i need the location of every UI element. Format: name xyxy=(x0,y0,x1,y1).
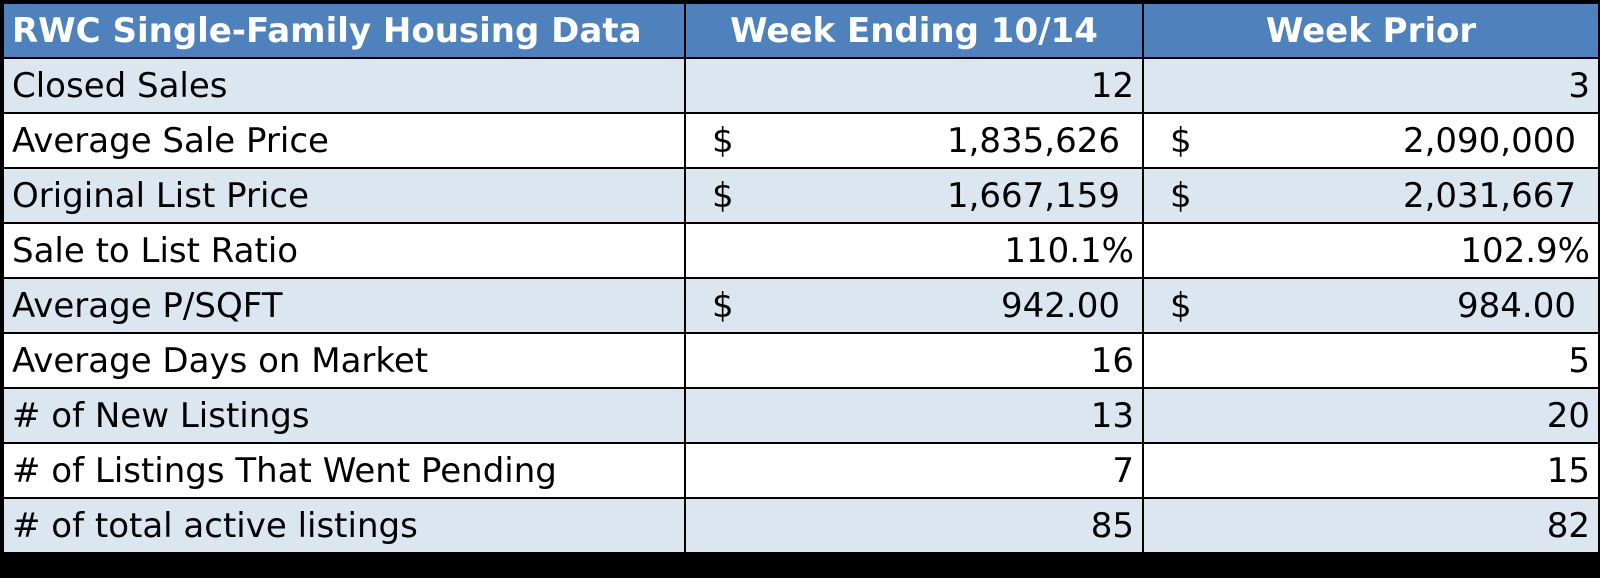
currency-value: $942.00 xyxy=(687,285,1141,326)
cell-week-prior: $2,031,667 xyxy=(1142,167,1600,224)
table-row: # of Listings That Went Pending 7 15 xyxy=(2,442,1600,499)
cell-week-ending: 7 xyxy=(684,442,1144,499)
row-label: # of Listings That Went Pending xyxy=(2,442,686,499)
table-row: Closed Sales 12 3 xyxy=(2,57,1600,114)
cell-week-prior: 102.9% xyxy=(1142,222,1600,279)
table-row: Average Days on Market 16 5 xyxy=(2,332,1600,389)
table-row: Average Sale Price $1,835,626 $2,090,000 xyxy=(2,112,1600,169)
cell-value: 2,031,667 xyxy=(1402,175,1576,216)
cell-week-prior: $2,090,000 xyxy=(1142,112,1600,169)
cell-week-ending: $1,667,159 xyxy=(684,167,1144,224)
row-label: Sale to List Ratio xyxy=(2,222,686,279)
currency-value: $984.00 xyxy=(1145,285,1597,326)
cell-week-ending: $1,835,626 xyxy=(684,112,1144,169)
currency-symbol: $ xyxy=(712,120,734,161)
cell-week-ending: 16 xyxy=(684,332,1144,389)
table-body: Closed Sales 12 3 Average Sale Price $1,835,… xyxy=(2,57,1600,554)
currency-symbol: $ xyxy=(1170,175,1192,216)
table-row: # of New Listings 13 20 xyxy=(2,387,1600,444)
row-label: # of total active listings xyxy=(2,497,686,554)
table-row: # of total active listings 85 82 xyxy=(2,497,1600,554)
row-label: Original List Price xyxy=(2,167,686,224)
cell-week-ending: 110.1% xyxy=(684,222,1144,279)
cell-value: 1,667,159 xyxy=(946,175,1120,216)
cell-week-prior: 20 xyxy=(1142,387,1600,444)
currency-symbol: $ xyxy=(712,285,734,326)
cell-week-prior: 5 xyxy=(1142,332,1600,389)
currency-value: $1,835,626 xyxy=(687,120,1141,161)
cell-week-ending: $942.00 xyxy=(684,277,1144,334)
cell-week-prior: $984.00 xyxy=(1142,277,1600,334)
row-label: Average Days on Market xyxy=(2,332,686,389)
row-label: Closed Sales xyxy=(2,57,686,114)
table-row: Original List Price $1,667,159 $2,031,667 xyxy=(2,167,1600,224)
cell-week-ending: 13 xyxy=(684,387,1144,444)
header-title: RWC Single-Family Housing Data xyxy=(2,2,686,59)
header-week-ending: Week Ending 10/14 xyxy=(684,2,1144,59)
currency-symbol: $ xyxy=(1170,120,1192,161)
cell-value: 942.00 xyxy=(1001,285,1120,326)
currency-value: $2,090,000 xyxy=(1145,120,1597,161)
currency-value: $2,031,667 xyxy=(1145,175,1597,216)
header-week-prior: Week Prior xyxy=(1142,2,1600,59)
header-row: RWC Single-Family Housing Data Week Endi… xyxy=(2,2,1600,59)
cell-week-ending: 85 xyxy=(684,497,1144,554)
row-label: # of New Listings xyxy=(2,387,686,444)
currency-value: $1,667,159 xyxy=(687,175,1141,216)
table-row: Sale to List Ratio 110.1% 102.9% xyxy=(2,222,1600,279)
cell-week-prior: 82 xyxy=(1142,497,1600,554)
row-label: Average Sale Price xyxy=(2,112,686,169)
table-row: Average P/SQFT $942.00 $984.00 xyxy=(2,277,1600,334)
cell-week-prior: 15 xyxy=(1142,442,1600,499)
row-label: Average P/SQFT xyxy=(2,277,686,334)
cell-value: 1,835,626 xyxy=(946,120,1120,161)
currency-symbol: $ xyxy=(1170,285,1192,326)
currency-symbol: $ xyxy=(712,175,734,216)
cell-value: 2,090,000 xyxy=(1402,120,1576,161)
housing-data-table: RWC Single-Family Housing Data Week Endi… xyxy=(2,2,1600,554)
cell-value: 984.00 xyxy=(1457,285,1576,326)
cell-week-prior: 3 xyxy=(1142,57,1600,114)
cell-week-ending: 12 xyxy=(684,57,1144,114)
